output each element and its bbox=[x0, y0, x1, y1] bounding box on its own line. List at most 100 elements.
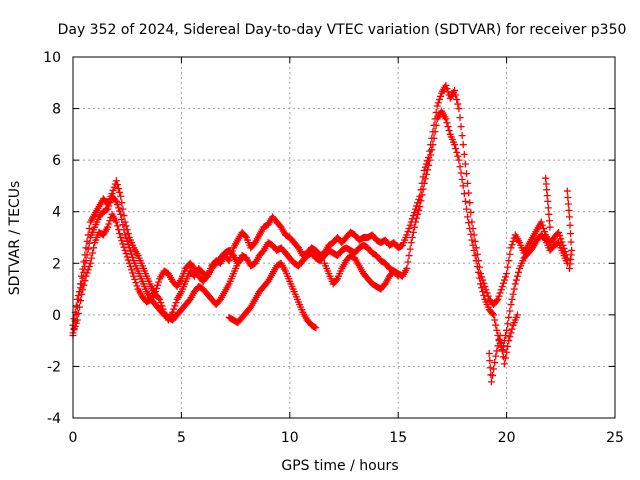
data-point bbox=[90, 244, 98, 252]
data-point bbox=[427, 151, 435, 159]
data-point bbox=[513, 311, 521, 319]
data-point bbox=[122, 222, 130, 230]
data-point bbox=[497, 286, 505, 294]
y-tick-label: 0 bbox=[52, 308, 61, 324]
data-point bbox=[118, 215, 126, 223]
data-point bbox=[111, 196, 119, 204]
data-point bbox=[444, 123, 452, 131]
data-point bbox=[489, 371, 497, 379]
data-point bbox=[122, 250, 130, 258]
data-point bbox=[105, 202, 113, 210]
y-tick-label: -2 bbox=[47, 359, 61, 375]
data-point bbox=[116, 207, 124, 215]
data-point bbox=[557, 235, 565, 243]
data-point bbox=[504, 263, 512, 271]
data-point bbox=[496, 289, 504, 297]
data-point bbox=[82, 272, 90, 280]
data-point bbox=[508, 295, 516, 303]
data-point bbox=[504, 342, 512, 350]
data-point bbox=[420, 179, 428, 187]
data-point bbox=[485, 350, 493, 358]
data-point bbox=[312, 324, 320, 332]
data-point bbox=[510, 285, 518, 293]
data-point bbox=[486, 357, 494, 365]
data-point bbox=[115, 204, 123, 212]
data-point bbox=[121, 231, 129, 239]
data-point bbox=[460, 190, 468, 198]
data-point bbox=[478, 284, 486, 292]
data-point bbox=[507, 329, 515, 337]
data-point bbox=[70, 315, 78, 323]
data-point bbox=[106, 199, 114, 207]
data-point bbox=[81, 277, 89, 285]
data-point bbox=[457, 123, 465, 131]
data-point bbox=[466, 199, 474, 207]
data-point bbox=[563, 187, 571, 195]
data-point bbox=[409, 228, 417, 236]
data-point bbox=[104, 205, 112, 213]
plot-frame bbox=[72, 56, 616, 419]
data-point bbox=[512, 276, 520, 284]
data-point bbox=[118, 237, 126, 245]
data-point bbox=[565, 264, 573, 272]
data-point bbox=[412, 218, 420, 226]
data-point bbox=[432, 121, 440, 129]
data-point bbox=[495, 292, 503, 300]
data-point bbox=[84, 266, 92, 274]
data-point bbox=[332, 276, 340, 284]
data-point bbox=[434, 99, 442, 107]
data-point bbox=[393, 271, 401, 279]
data-point bbox=[491, 316, 499, 324]
data-point bbox=[453, 148, 461, 156]
data-point bbox=[467, 208, 475, 216]
data-point bbox=[461, 160, 469, 168]
data-point bbox=[451, 141, 459, 149]
data-point bbox=[120, 212, 128, 220]
data-point bbox=[430, 134, 438, 142]
data-point bbox=[453, 96, 461, 104]
data-point bbox=[428, 146, 436, 154]
data-point bbox=[494, 295, 502, 303]
data-point bbox=[79, 286, 87, 294]
data-point bbox=[414, 210, 422, 218]
data-point bbox=[413, 214, 421, 222]
data-point bbox=[152, 284, 160, 292]
data-point bbox=[545, 217, 553, 225]
data-point bbox=[469, 241, 477, 249]
data-point bbox=[443, 85, 451, 93]
data-point bbox=[416, 203, 424, 211]
data-point bbox=[503, 270, 511, 278]
data-point bbox=[481, 282, 489, 290]
data-point bbox=[410, 223, 418, 231]
data-point bbox=[497, 339, 505, 347]
data-point bbox=[415, 206, 423, 214]
data-point bbox=[490, 365, 498, 373]
data-point bbox=[513, 272, 521, 280]
data-point bbox=[172, 299, 180, 307]
data-point bbox=[433, 102, 441, 110]
x-tick-label: 20 bbox=[498, 430, 516, 446]
data-point bbox=[454, 100, 462, 108]
data-point bbox=[565, 206, 573, 214]
data-point bbox=[70, 326, 78, 334]
data-point bbox=[503, 326, 511, 334]
data-point bbox=[459, 141, 467, 149]
data-point bbox=[470, 246, 478, 254]
data-point bbox=[117, 192, 125, 200]
data-point bbox=[452, 145, 460, 153]
data-point bbox=[500, 360, 508, 368]
data-point bbox=[73, 316, 81, 324]
data-point bbox=[492, 321, 500, 329]
data-point bbox=[73, 295, 81, 303]
data-point bbox=[464, 213, 472, 221]
data-point bbox=[564, 200, 572, 208]
data-point bbox=[566, 221, 574, 229]
data-point bbox=[503, 348, 511, 356]
y-axis-label: SDTVAR / TECUs bbox=[7, 181, 23, 296]
data-point bbox=[473, 263, 481, 271]
data-point bbox=[506, 250, 514, 258]
data-point bbox=[133, 282, 141, 290]
data-point bbox=[422, 170, 430, 178]
data-point bbox=[155, 278, 163, 286]
data-point bbox=[539, 224, 547, 232]
